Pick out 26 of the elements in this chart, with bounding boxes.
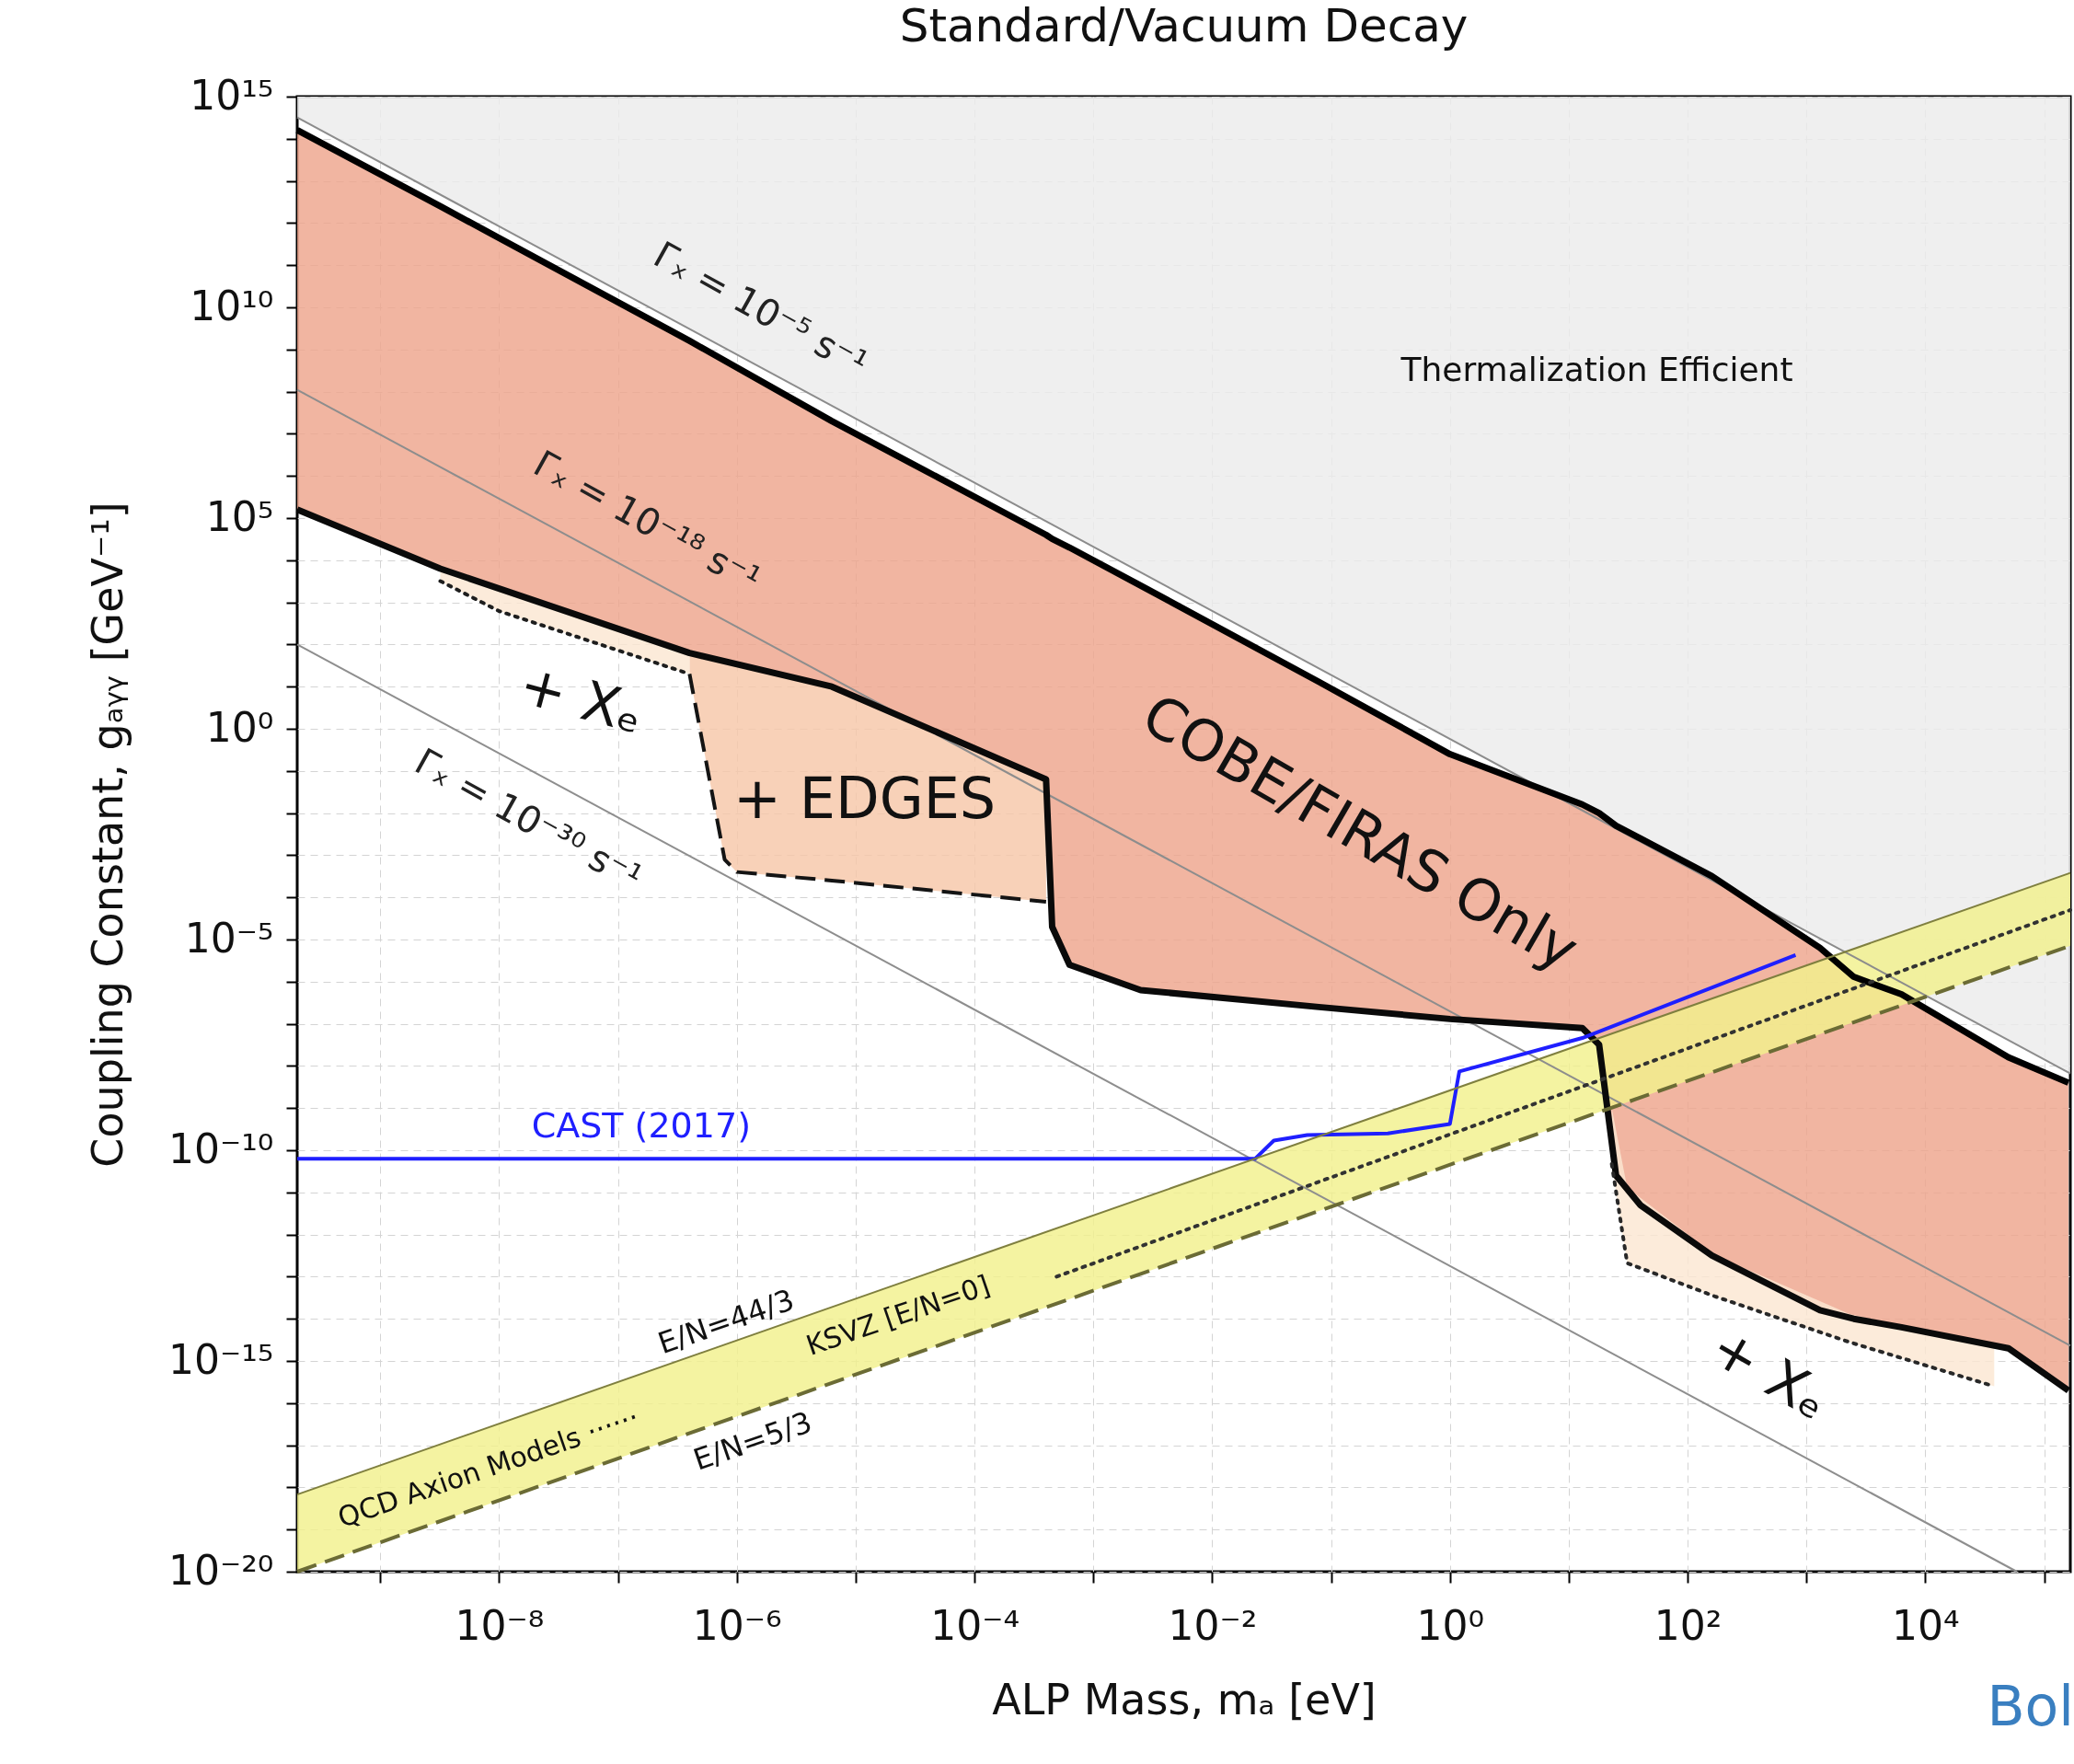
chart-title: Standard/Vacuum Decay [899, 0, 1469, 52]
y-tick-label: 10⁻²⁰ [168, 1546, 274, 1594]
x-tick-label: 10² [1653, 1601, 1723, 1649]
annotation: CAST (2017) [531, 1105, 751, 1147]
annotation: Γₓ = 10⁻⁵ s⁻¹ [647, 233, 875, 386]
x-axis-title: ALP Mass, mₐ [eV] [992, 1674, 1377, 1724]
y-tick-label: 10⁻¹⁵ [168, 1335, 274, 1383]
annotation: Γₓ = 10⁻¹⁸ s⁻¹ [526, 442, 768, 601]
annotation: Thermalization Efficient [1400, 351, 1793, 389]
x-tick-label: 10⁻² [1168, 1601, 1258, 1649]
x-tick-label: 10⁻⁸ [455, 1601, 545, 1649]
x-tick-label: 10⁴ [1892, 1601, 1960, 1649]
y-tick-label: 10¹⁵ [190, 71, 274, 119]
y-tick-label: 10¹⁰ [190, 282, 274, 329]
text: Bol [1987, 1674, 2074, 1738]
y-tick-label: 10⁵ [205, 492, 274, 540]
annotation: + EDGES [733, 764, 997, 832]
x-tick-label: 10⁰ [1416, 1601, 1485, 1649]
y-axis-title: Coupling Constant, gₐᵧᵧ [GeV⁻¹] [83, 502, 133, 1168]
annotation: QCD Axion Models ······ [333, 1400, 643, 1534]
y-tick-label: 10⁰ [205, 703, 274, 751]
x-tick-label: 10⁻⁶ [692, 1601, 782, 1649]
x-tick-label: 10⁻⁴ [930, 1601, 1020, 1649]
y-tick-label: 10⁻⁵ [184, 914, 274, 962]
y-tick-label: 10⁻¹⁰ [168, 1124, 274, 1172]
annotation: + Xₑ [1700, 1314, 1841, 1433]
